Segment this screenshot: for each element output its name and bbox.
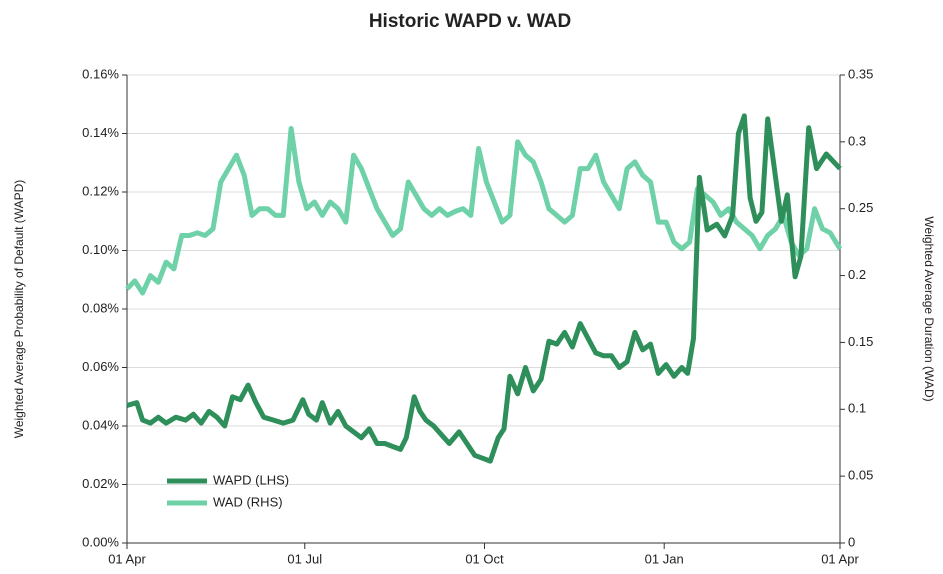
y2-tick-label: 0	[848, 534, 855, 549]
y2-tick-label: 0.3	[848, 133, 866, 148]
x-tick-label: 01 Jul	[287, 551, 322, 566]
x-tick-label: 01 Apr	[108, 551, 146, 566]
x-tick-label: 01 Apr	[821, 551, 859, 566]
y-tick-label: 0.12%	[82, 183, 119, 198]
y-tick-label: 0.14%	[82, 125, 119, 140]
y-axis-label: Weighted Average Probability of Default …	[12, 180, 26, 439]
y-tick-label: 0.06%	[82, 359, 119, 374]
y-tick-label: 0.16%	[82, 66, 119, 81]
y-tick-label: 0.04%	[82, 417, 119, 432]
legend-label: WAD (RHS)	[213, 494, 283, 509]
y2-tick-label: 0.35	[848, 66, 873, 81]
y2-tick-label: 0.2	[848, 267, 866, 282]
y-tick-label: 0.00%	[82, 534, 119, 549]
chart-title: Historic WAPD v. WAD	[369, 11, 571, 32]
y2-tick-label: 0.25	[848, 200, 873, 215]
y-tick-label: 0.02%	[82, 476, 119, 491]
x-tick-label: 01 Oct	[465, 551, 504, 566]
y2-tick-label: 0.05	[848, 468, 873, 483]
y2-axis-label: Weighted Average Duration (WAD)	[922, 216, 936, 401]
legend-label: WAPD (LHS)	[213, 472, 289, 487]
y-tick-label: 0.10%	[82, 242, 119, 257]
y2-tick-label: 0.1	[848, 401, 866, 416]
y-tick-label: 0.08%	[82, 300, 119, 315]
x-tick-label: 01 Jan	[645, 551, 684, 566]
y2-tick-label: 0.15	[848, 334, 873, 349]
series-line	[125, 126, 843, 296]
series-line	[126, 113, 842, 464]
